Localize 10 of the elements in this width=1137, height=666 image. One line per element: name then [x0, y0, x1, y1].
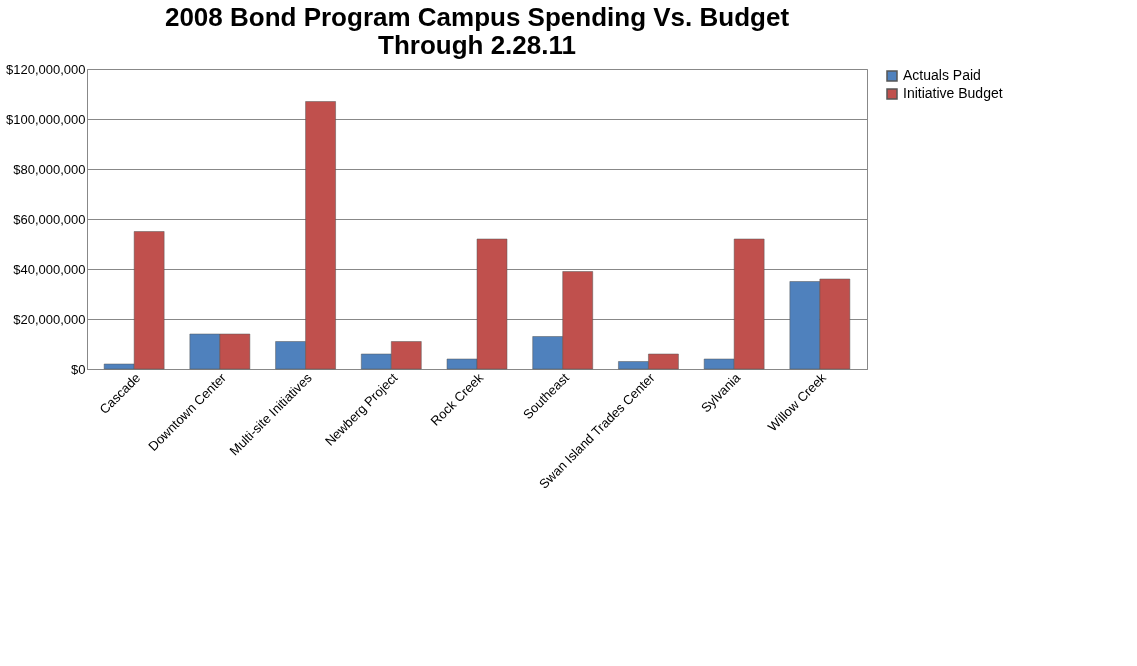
legend-label: Initiative Budget — [903, 85, 1003, 101]
y-tick-label: $100,000,000 — [5, 111, 86, 127]
y-tick-label: $0 — [71, 361, 86, 377]
y-tick-label: $20,000,000 — [13, 311, 86, 327]
chart-title: 2008 Bond Program Campus Spending Vs. Budget Through 2.28.11 — [164, 2, 790, 60]
y-tick-label: $120,000,000 — [5, 61, 86, 77]
y-tick-label: $60,000,000 — [13, 211, 86, 227]
legend-label: Actuals Paid — [903, 67, 981, 83]
y-tick-label: $80,000,000 — [13, 161, 86, 177]
y-tick-label: $40,000,000 — [13, 261, 86, 277]
